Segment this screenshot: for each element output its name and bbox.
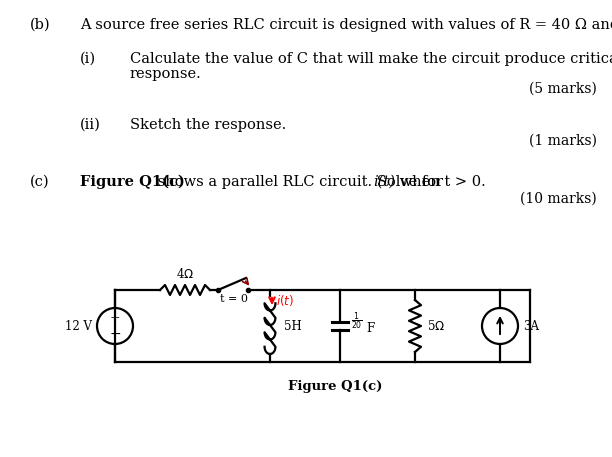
Text: A source free series RLC circuit is designed with values of R = 40 Ω and L = 0.5: A source free series RLC circuit is desi… xyxy=(80,18,612,32)
Text: (c): (c) xyxy=(30,175,50,189)
Text: F: F xyxy=(366,323,375,335)
Text: 3A: 3A xyxy=(523,319,539,333)
Text: shows a parallel RLC circuit. Solve for: shows a parallel RLC circuit. Solve for xyxy=(153,175,448,189)
Text: (1 marks): (1 marks) xyxy=(529,134,597,148)
Text: 5H: 5H xyxy=(284,319,302,333)
Text: 12 V: 12 V xyxy=(65,319,92,333)
Text: Sketch the response.: Sketch the response. xyxy=(130,118,286,132)
Text: (b): (b) xyxy=(30,18,51,32)
Text: Figure Q1(c): Figure Q1(c) xyxy=(288,380,382,393)
Text: $\frac{1}{20}$: $\frac{1}{20}$ xyxy=(351,310,363,332)
Text: response.: response. xyxy=(130,67,202,81)
Text: $i(t)$: $i(t)$ xyxy=(276,292,294,308)
Text: 5$\Omega$: 5$\Omega$ xyxy=(427,319,445,333)
Text: t = 0: t = 0 xyxy=(220,294,248,304)
Text: −: − xyxy=(109,327,121,341)
Text: Calculate the value of C that will make the circuit produce critically damped: Calculate the value of C that will make … xyxy=(130,52,612,66)
Text: 4$\Omega$: 4$\Omega$ xyxy=(176,267,194,281)
Text: (i): (i) xyxy=(80,52,96,66)
Text: (5 marks): (5 marks) xyxy=(529,82,597,96)
Text: (10 marks): (10 marks) xyxy=(520,192,597,206)
Text: (ii): (ii) xyxy=(80,118,101,132)
Text: when t > 0.: when t > 0. xyxy=(395,175,486,189)
Text: +: + xyxy=(110,313,121,325)
Text: i(t): i(t) xyxy=(373,175,395,189)
Text: Figure Q1(c): Figure Q1(c) xyxy=(80,175,185,189)
